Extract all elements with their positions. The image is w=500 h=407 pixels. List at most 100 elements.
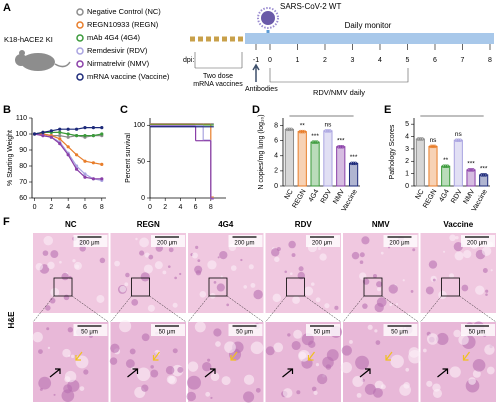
tissue-texture [154, 349, 161, 356]
tissue-texture [250, 341, 264, 355]
legend-entry: REGN10933 (REGN) [87, 20, 159, 29]
tissue-texture [315, 363, 320, 367]
significance: *** [467, 161, 475, 168]
x-tick-label: 4G4 [308, 188, 321, 203]
bar-dot [481, 173, 486, 177]
tissue-texture [213, 328, 222, 337]
tissue-texture [147, 304, 155, 312]
tissue-texture [311, 386, 317, 392]
x-tick-label: 2 [49, 204, 53, 211]
tissue-texture [287, 333, 291, 337]
day-label: 7 [461, 57, 465, 64]
y-tick-label: 0 [141, 195, 145, 202]
bar-dot [285, 127, 290, 132]
vaccine-bracket [194, 52, 243, 69]
y-tick-label: 4 [274, 153, 278, 160]
tissue-texture [49, 297, 56, 304]
tissue-texture [310, 282, 315, 286]
tissue-texture [35, 262, 44, 271]
tissue-texture [43, 235, 54, 246]
scale-label: 50 μm [236, 330, 253, 336]
tissue-texture [61, 389, 75, 402]
day-label: 6 [433, 57, 437, 64]
legend-marker [76, 73, 84, 81]
weight-point [91, 126, 95, 130]
tissue-texture [372, 274, 377, 279]
bar [297, 131, 307, 187]
tissue-texture [38, 376, 52, 390]
tissue-texture [298, 351, 307, 360]
tissue-texture [376, 297, 387, 308]
tissue-texture [144, 252, 150, 258]
tissue-texture [125, 359, 135, 368]
scale-label: 50 μm [81, 330, 98, 336]
bar-dot [339, 144, 343, 149]
x-tick-label: 0 [33, 204, 37, 211]
scale-bar-bg [73, 235, 108, 247]
tissue-texture [139, 250, 145, 256]
weight-point [58, 134, 62, 138]
tissue-texture [250, 282, 256, 288]
tissue-texture [449, 273, 455, 279]
tissue-texture [293, 329, 303, 339]
tissue-texture [140, 272, 150, 282]
weight-point [91, 177, 95, 181]
legend-entry: mRNA vaccine (Vaccine) [87, 72, 170, 81]
day-label: 2 [323, 57, 327, 64]
bar-dot [353, 161, 358, 166]
bar [336, 146, 346, 187]
tissue-texture [485, 293, 488, 296]
tissue-texture [143, 264, 153, 274]
scale-bar-bg [228, 235, 263, 247]
tissue-texture [47, 346, 51, 350]
legend-marker [76, 8, 84, 16]
x-tick-label: 0 [148, 204, 152, 211]
bar-dot [480, 173, 484, 177]
panel-label: B [3, 104, 11, 116]
tissue-texture [313, 390, 318, 396]
tissue-texture [288, 240, 296, 249]
legend-entry: Negative Control (NC) [87, 7, 161, 16]
tissue-texture [436, 332, 449, 346]
scale-label: 200 μm [79, 241, 99, 247]
panel-label: E [384, 104, 391, 116]
tissue-texture [61, 272, 69, 281]
tissue-texture [243, 391, 255, 403]
tissue-texture [405, 367, 410, 372]
weight-point [58, 130, 62, 134]
x-tick-label: 8 [100, 204, 104, 211]
bar-dot [454, 138, 459, 143]
tissue-texture [438, 290, 447, 300]
bar-dot [469, 168, 473, 172]
tissue-texture [453, 329, 461, 338]
bar [441, 165, 451, 187]
tissue-texture [284, 270, 287, 274]
tissue-texture [62, 348, 71, 358]
tissue-texture [207, 260, 217, 270]
tissue-texture [449, 366, 461, 378]
tissue-texture [172, 348, 178, 354]
virus-icon [257, 7, 279, 41]
bar-dot [349, 161, 354, 166]
tissue-texture [186, 391, 196, 402]
bar-dot [467, 168, 471, 172]
tissue-texture [340, 361, 352, 374]
significance: ** [443, 157, 449, 164]
y-axis-label: Pathology Scores [389, 124, 396, 179]
legend-entry: Nirmatrelvir (NMV) [87, 59, 150, 68]
tissue-texture [187, 361, 199, 372]
lesion-arrow [127, 368, 139, 378]
bar-dot [313, 140, 317, 144]
tissue-texture [292, 296, 300, 304]
lesion-arrow-yellow [152, 351, 160, 361]
tissue-texture [135, 237, 138, 241]
tissue-texture [79, 386, 85, 391]
bar [479, 174, 489, 187]
tissue-texture [243, 374, 255, 385]
tissue-texture [426, 380, 433, 387]
y-axis-label: N copies/mg lung (log₁₀) [258, 114, 265, 189]
weight-point [58, 127, 62, 131]
antibody-note: Antibodies [245, 86, 278, 93]
tissue-texture [255, 387, 261, 393]
